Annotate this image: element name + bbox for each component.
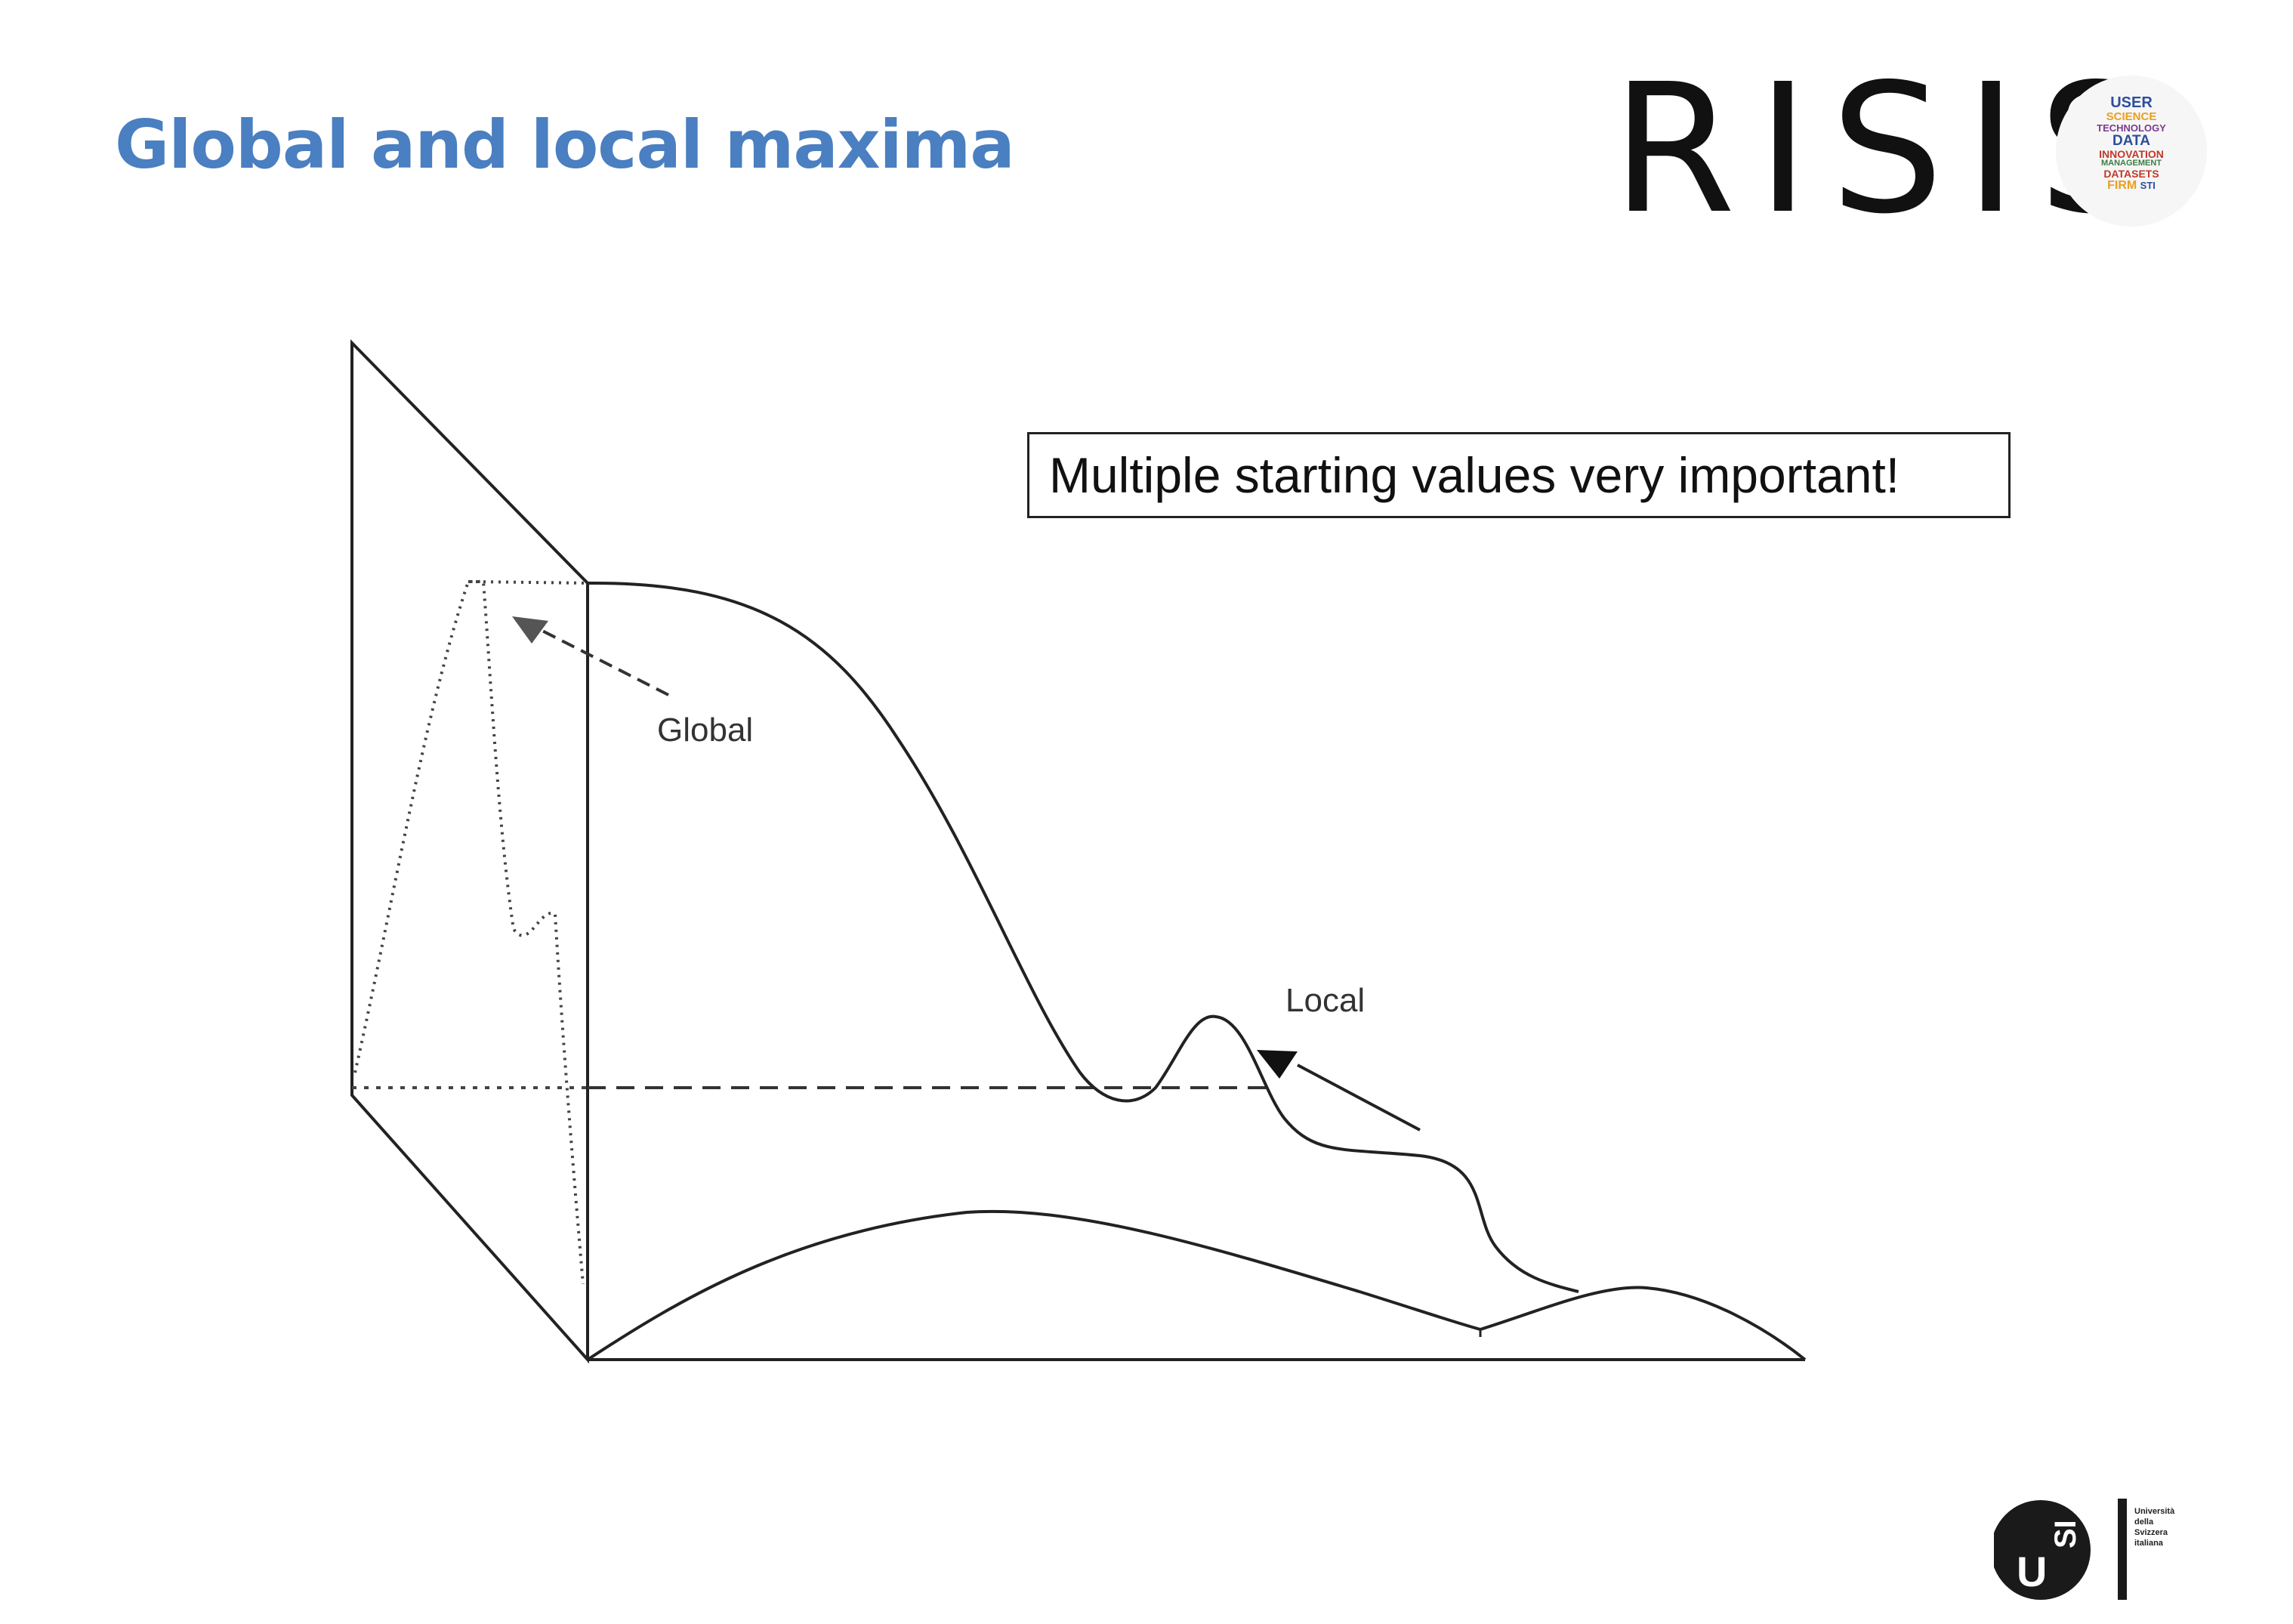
- usi-logo-u: U: [2017, 1548, 2047, 1595]
- word-cloud-word: TECHNOLOGY: [2097, 122, 2166, 134]
- local-arrowhead: [1257, 1050, 1298, 1079]
- word-cloud-logo: USER SCIENCE TECHNOLOGY DATA INNOVATION …: [2056, 76, 2207, 227]
- usi-logo-bar: [2118, 1499, 2127, 1600]
- word-cloud-word: DATA: [2112, 132, 2150, 149]
- surface-curve: [587, 581, 1579, 1293]
- note-text: Multiple starting values very important!: [1049, 447, 1900, 503]
- note-box: Multiple starting values very important!: [1027, 432, 2011, 518]
- back-plane: [350, 339, 589, 1364]
- usi-logo: U SI: [1994, 1499, 2127, 1600]
- word-cloud-word: DATASETS: [2103, 167, 2159, 180]
- word-cloud-word: MANAGEMENT: [2100, 159, 2162, 168]
- word-cloud-word: USER: [2110, 94, 2153, 112]
- local-label: Local: [1285, 982, 1366, 1019]
- word-cloud-word: SCIENCE: [2106, 110, 2157, 124]
- slide-title: Global and local maxima: [115, 106, 1015, 184]
- global-arrowhead: [512, 616, 548, 644]
- back-profile: [353, 580, 585, 1285]
- word-cloud-word: FIRM: [2107, 178, 2137, 192]
- global-label: Global: [657, 712, 754, 749]
- usi-logo-si: SI: [2049, 1520, 2082, 1548]
- back-top-edge: [468, 580, 588, 585]
- usi-name: Università della Svizzera italiana: [2134, 1507, 2175, 1548]
- word-cloud-word: INNOVATION: [2099, 147, 2164, 160]
- ground-curve: [586, 1209, 1807, 1361]
- global-arrow-line: [537, 627, 669, 696]
- local-arrow-line: [1297, 1064, 1421, 1132]
- usi-logo-disc: [1994, 1500, 2091, 1600]
- word-cloud-word: STI: [2140, 179, 2156, 191]
